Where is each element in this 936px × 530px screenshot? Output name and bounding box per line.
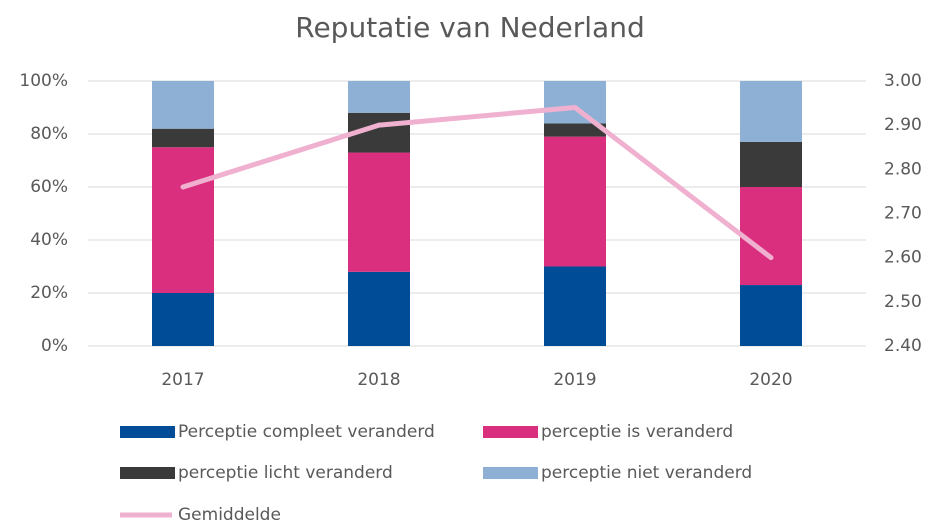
bar-segment xyxy=(348,271,410,346)
legend-label: Perceptie compleet veranderd xyxy=(178,422,435,442)
x-tick-label: 2020 xyxy=(749,370,792,390)
y2-tick-label: 2.40 xyxy=(884,336,922,356)
y2-tick-label: 2.60 xyxy=(884,248,922,268)
y2-tick-label: 2.80 xyxy=(884,159,922,179)
y-tick-label: 20% xyxy=(30,283,68,303)
bar-segment xyxy=(348,152,410,272)
legend-label: perceptie licht veranderd xyxy=(178,463,393,483)
y-tick-label: 60% xyxy=(30,177,68,197)
chart-title: Reputatie van Nederland xyxy=(295,11,644,44)
bar-segment xyxy=(740,81,802,142)
legend-swatch xyxy=(483,467,538,479)
bar-segment xyxy=(152,147,214,293)
bar-segment xyxy=(152,81,214,129)
x-tick-label: 2019 xyxy=(553,370,596,390)
bar-segment xyxy=(152,128,214,148)
y2-tick-label: 3.00 xyxy=(884,71,922,91)
y-tick-label: 80% xyxy=(30,124,68,144)
y-tick-label: 100% xyxy=(19,71,68,91)
y2-tick-label: 2.70 xyxy=(884,204,922,224)
legend-swatch xyxy=(120,426,175,438)
y2-tick-label: 2.90 xyxy=(884,115,922,135)
legend-label: perceptie niet veranderd xyxy=(541,463,752,483)
y-tick-label: 40% xyxy=(30,230,68,250)
legend-swatch xyxy=(120,467,175,479)
bar-segment xyxy=(152,293,214,346)
legend-swatch xyxy=(483,426,538,438)
y2-tick-label: 2.50 xyxy=(884,292,922,312)
legend-label: perceptie is veranderd xyxy=(541,422,733,442)
bar-segment xyxy=(740,187,802,286)
bar-segment xyxy=(544,123,606,137)
x-tick-label: 2018 xyxy=(357,370,400,390)
bar-segment xyxy=(544,266,606,346)
x-tick-label: 2017 xyxy=(161,370,204,390)
bar-segment xyxy=(740,285,802,346)
line-series xyxy=(180,105,774,261)
bar-segment xyxy=(348,81,410,113)
bar-segment xyxy=(544,81,606,124)
y-tick-label: 0% xyxy=(41,336,68,356)
bar-segment xyxy=(544,136,606,267)
bar-segment xyxy=(740,141,802,187)
legend-label: Gemiddelde xyxy=(178,505,281,525)
